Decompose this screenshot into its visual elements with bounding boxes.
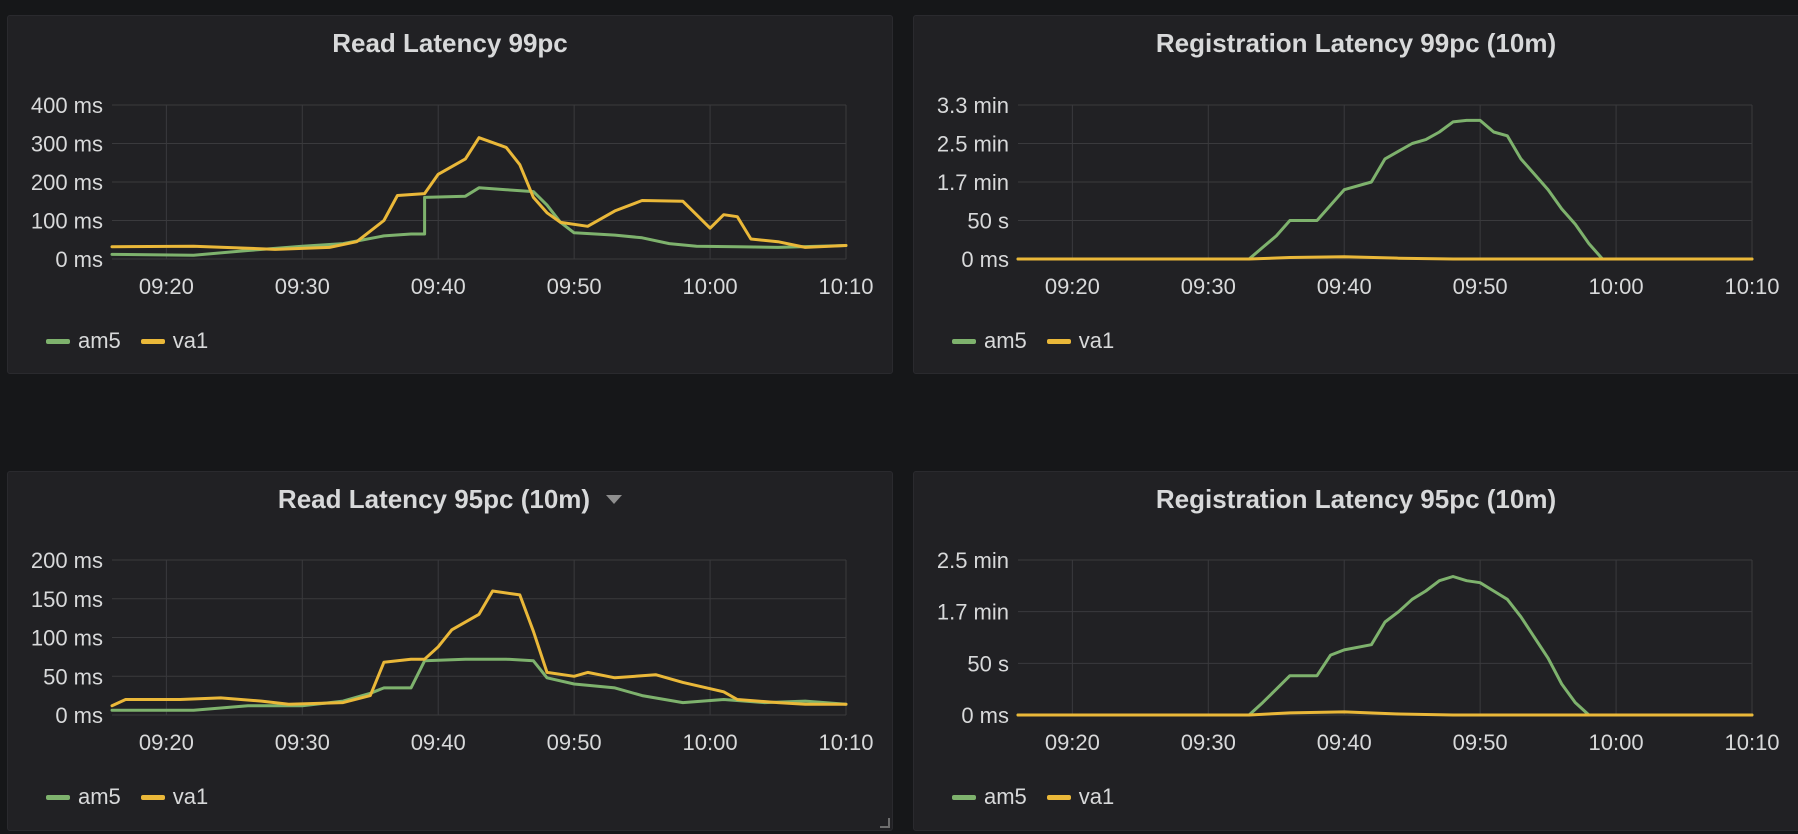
legend: am5 va1 — [952, 784, 1134, 810]
y-tick-label: 300 ms — [31, 132, 103, 157]
legend-item-am5[interactable]: am5 — [952, 328, 1027, 354]
legend-item-am5[interactable]: am5 — [952, 784, 1027, 810]
x-tick-label: 10:10 — [1724, 730, 1779, 755]
legend-label: va1 — [172, 784, 209, 809]
y-tick-label: 100 ms — [31, 209, 103, 234]
legend-label: am5 — [78, 784, 121, 809]
x-tick-label: 09:50 — [547, 274, 602, 299]
x-tick-label: 09:20 — [139, 730, 194, 755]
legend-swatch — [1046, 794, 1071, 800]
chevron-down-icon[interactable] — [606, 494, 623, 504]
chart-svg: 2.5 min 1.7 min 50 s 0 ms 09:20 09:30 09:40 09:… — [937, 548, 1780, 755]
x-tick-label: 09:50 — [1453, 730, 1508, 755]
x-tick-label: 09:20 — [139, 274, 194, 299]
x-tick-label: 09:40 — [411, 730, 466, 755]
legend-swatch — [952, 794, 976, 800]
x-tick-label: 10:00 — [1589, 274, 1644, 299]
series-line-va1 — [1016, 710, 1754, 717]
panel-registration-latency-99pc: Registration Latency 99pc (10m) 3.3 min 2… — [913, 15, 1798, 374]
x-tick-label: 09:50 — [1453, 274, 1508, 299]
x-tick-label: 09:20 — [1045, 274, 1100, 299]
legend-item-va1[interactable]: va1 — [1046, 328, 1115, 354]
y-tick-label: 200 ms — [31, 548, 103, 573]
y-tick-label: 2.5 min — [937, 548, 1009, 573]
y-tick-label: 50 s — [967, 651, 1009, 676]
x-tick-label: 09:40 — [411, 274, 466, 299]
x-tick-label: 09:30 — [1181, 730, 1236, 755]
legend-swatch — [46, 794, 70, 800]
x-tick-label: 10:10 — [818, 274, 873, 299]
legend: am5 va1 — [46, 328, 228, 354]
panel-title: Read Latency 95pc (10m) — [277, 484, 591, 514]
y-tick-label: 0 ms — [961, 703, 1009, 728]
legend-label: va1 — [172, 328, 209, 353]
y-tick-label: 50 s — [967, 209, 1009, 234]
y-tick-label: 2.5 min — [937, 132, 1009, 157]
x-tick-label: 09:50 — [547, 730, 602, 755]
legend-label: va1 — [1078, 328, 1115, 353]
y-tick-label: 0 ms — [55, 703, 103, 728]
series-line-am5 — [110, 186, 848, 257]
legend-item-va1[interactable]: va1 — [140, 328, 209, 354]
x-tick-label: 09:30 — [1181, 274, 1236, 299]
y-tick-label: 400 ms — [31, 93, 103, 118]
series-line-am5 — [1016, 575, 1754, 717]
series-line-am5 — [1016, 118, 1754, 261]
y-tick-label: 1.7 min — [937, 600, 1009, 625]
x-tick-label: 09:40 — [1317, 730, 1372, 755]
legend-label: am5 — [984, 784, 1027, 809]
legend-label: va1 — [1078, 784, 1115, 809]
y-tick-label: 50 ms — [43, 664, 103, 689]
legend-item-am5[interactable]: am5 — [46, 328, 121, 354]
legend-label: am5 — [984, 328, 1027, 353]
x-tick-label: 09:30 — [275, 274, 330, 299]
chart-svg: 400 ms 300 ms 200 ms 100 ms 0 ms 09:20 09:30 09… — [31, 93, 874, 299]
y-tick-label: 200 ms — [31, 170, 103, 195]
legend-swatch — [952, 338, 976, 344]
x-tick-label: 10:10 — [1724, 274, 1779, 299]
panel-read-latency-99pc: Read Latency 99pc 400 ms 300 ms 200 ms 100 … — [7, 15, 893, 374]
resize-handle[interactable] — [880, 818, 890, 828]
x-tick-label: 10:00 — [683, 730, 738, 755]
panel-registration-latency-95pc: Registration Latency 95pc (10m) 2.5 min 1… — [913, 471, 1798, 831]
legend-item-va1[interactable]: va1 — [1046, 784, 1115, 810]
y-tick-label: 150 ms — [31, 587, 103, 612]
panel-title[interactable]: Registration Latency 95pc (10m) — [1155, 484, 1557, 514]
legend-swatch — [140, 794, 165, 800]
series-line-va1 — [110, 136, 848, 251]
x-tick-label: 09:30 — [275, 730, 330, 755]
legend-swatch — [46, 338, 70, 344]
panel-read-latency-95pc: Read Latency 95pc (10m) 200 ms 150 ms 100 … — [7, 471, 893, 831]
y-tick-label: 100 ms — [31, 626, 103, 651]
series-line-va1 — [1016, 255, 1754, 261]
x-tick-label: 10:00 — [1589, 730, 1644, 755]
legend: am5 va1 — [46, 784, 228, 810]
y-tick-label: 1.7 min — [937, 170, 1009, 195]
legend: am5 va1 — [952, 328, 1134, 354]
legend-label: am5 — [78, 328, 121, 353]
legend-item-va1[interactable]: va1 — [140, 784, 209, 810]
series-line-am5 — [110, 657, 848, 712]
chart-svg: 3.3 min 2.5 min 1.7 min 50 s 0 ms 09:20 09:30 0… — [937, 93, 1780, 299]
x-tick-label: 09:40 — [1317, 274, 1372, 299]
series-line-va1 — [110, 589, 848, 708]
legend-swatch — [140, 338, 165, 344]
x-tick-label: 09:20 — [1045, 730, 1100, 755]
x-tick-label: 10:00 — [683, 274, 738, 299]
panel-title[interactable]: Read Latency 99pc — [332, 28, 568, 58]
y-tick-label: 0 ms — [55, 247, 103, 272]
legend-item-am5[interactable]: am5 — [46, 784, 121, 810]
chart-svg: 200 ms 150 ms 100 ms 50 ms 0 ms 09:20 09:30 09:… — [31, 548, 874, 755]
y-tick-label: 0 ms — [961, 247, 1009, 272]
panel-title-wrap[interactable]: Read Latency 95pc (10m) — [8, 484, 892, 515]
legend-swatch — [1046, 338, 1071, 344]
y-tick-label: 3.3 min — [937, 93, 1009, 118]
x-tick-label: 10:10 — [818, 730, 873, 755]
panel-title[interactable]: Registration Latency 99pc (10m) — [1155, 28, 1557, 58]
